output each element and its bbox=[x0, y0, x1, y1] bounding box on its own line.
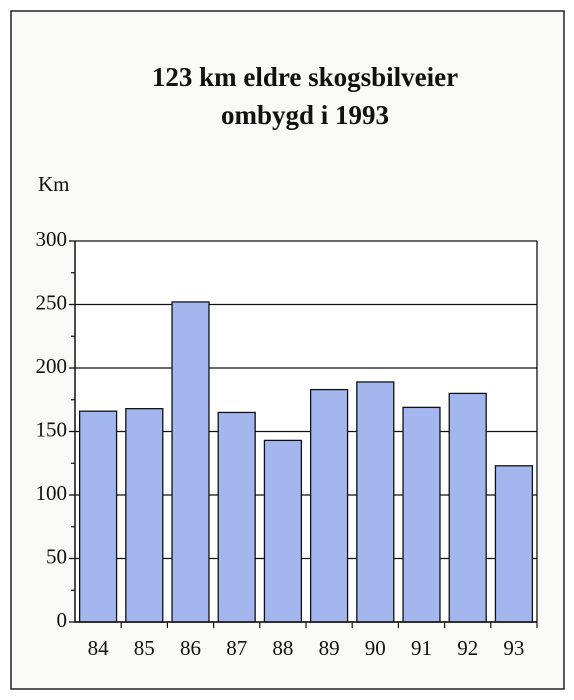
x-tick-label: 93 bbox=[503, 636, 524, 660]
x-tick-label: 88 bbox=[272, 636, 293, 660]
chart-title: 123 km eldre skogsbilveier bbox=[152, 62, 458, 92]
y-tick-label: 100 bbox=[36, 481, 68, 505]
y-tick-label: 0 bbox=[57, 608, 68, 632]
chart-title: ombygd i 1993 bbox=[221, 100, 389, 130]
y-tick-label: 50 bbox=[46, 544, 67, 568]
x-tick-label: 92 bbox=[457, 636, 478, 660]
x-tick-label: 86 bbox=[180, 636, 201, 660]
bar bbox=[309, 388, 349, 623]
bar bbox=[171, 301, 210, 623]
x-tick-label: 90 bbox=[365, 636, 386, 660]
y-tick-label: 250 bbox=[36, 290, 68, 314]
x-tick-label: 89 bbox=[319, 636, 340, 660]
bar bbox=[402, 406, 441, 623]
bar bbox=[448, 392, 487, 623]
bar bbox=[356, 381, 395, 623]
y-axis-label: Km bbox=[38, 172, 70, 196]
bar bbox=[125, 407, 164, 623]
y-tick-label: 200 bbox=[36, 354, 68, 378]
bar bbox=[494, 465, 534, 623]
x-tick-label: 84 bbox=[88, 636, 110, 660]
bar bbox=[217, 411, 256, 623]
bar bbox=[263, 439, 303, 623]
y-tick-label: 300 bbox=[36, 227, 68, 251]
bar bbox=[78, 410, 118, 623]
y-tick-label: 150 bbox=[36, 417, 68, 441]
x-tick-label: 91 bbox=[411, 636, 432, 660]
x-tick-label: 87 bbox=[226, 636, 247, 660]
x-tick-label: 85 bbox=[134, 636, 155, 660]
